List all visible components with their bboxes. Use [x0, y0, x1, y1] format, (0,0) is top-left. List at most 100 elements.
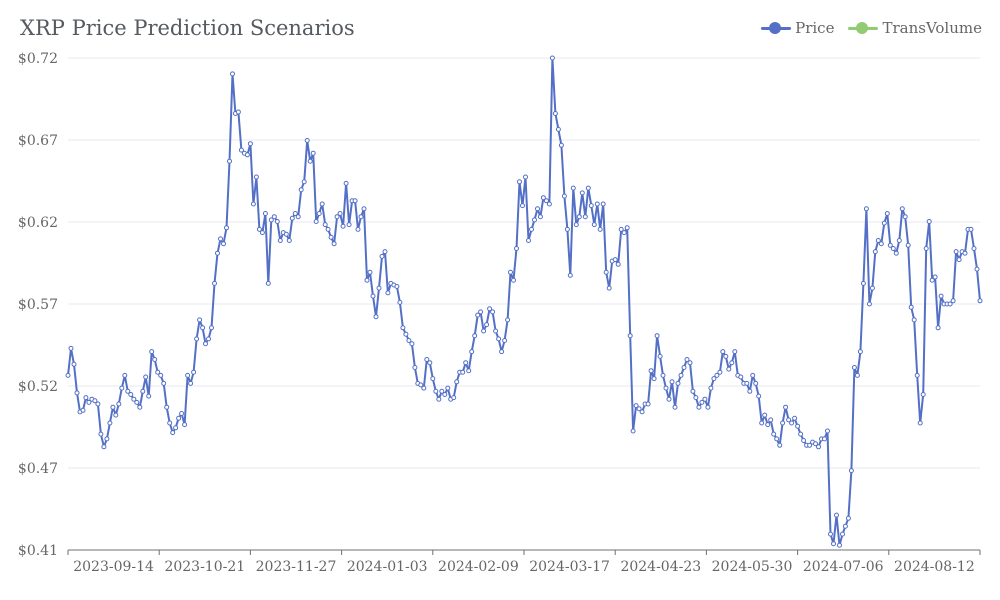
price-point[interactable] — [364, 277, 370, 283]
price-point[interactable] — [493, 328, 499, 334]
price-point[interactable] — [570, 185, 576, 191]
price-point[interactable] — [376, 285, 382, 291]
price-point[interactable] — [215, 250, 220, 256]
price-point[interactable] — [253, 174, 259, 180]
price-point[interactable] — [576, 214, 582, 220]
price-point[interactable] — [842, 523, 848, 529]
price-point[interactable] — [660, 372, 666, 378]
price-point[interactable] — [708, 385, 714, 391]
price-point[interactable] — [110, 404, 116, 410]
price-point[interactable] — [887, 242, 893, 248]
price-point[interactable] — [116, 401, 122, 407]
price-point[interactable] — [292, 211, 298, 216]
price-point[interactable] — [340, 223, 346, 229]
price-point[interactable] — [582, 214, 588, 220]
price-point[interactable] — [831, 541, 836, 547]
price-point[interactable] — [334, 214, 340, 220]
price-point[interactable] — [262, 211, 268, 216]
price-point[interactable] — [780, 420, 786, 426]
price-point[interactable] — [639, 409, 645, 415]
price-point[interactable] — [427, 360, 433, 366]
price-point[interactable] — [478, 309, 484, 315]
price-point[interactable] — [322, 222, 328, 228]
price-point[interactable] — [729, 360, 735, 366]
price-point[interactable] — [343, 180, 349, 186]
price-point[interactable] — [101, 444, 107, 450]
price-point[interactable] — [624, 225, 630, 231]
price-point[interactable] — [170, 430, 176, 436]
price-point[interactable] — [932, 274, 938, 280]
price-point[interactable] — [460, 369, 466, 375]
price-point[interactable] — [684, 357, 690, 362]
price-point[interactable] — [382, 249, 388, 255]
price-point[interactable] — [561, 193, 567, 199]
price-point[interactable] — [328, 234, 334, 240]
price-point[interactable] — [696, 404, 702, 410]
price-point[interactable] — [801, 438, 807, 443]
price-point[interactable] — [445, 385, 451, 391]
price-point[interactable] — [606, 285, 612, 291]
price-point[interactable] — [514, 246, 519, 251]
price-point[interactable] — [523, 174, 528, 180]
price-point[interactable] — [98, 431, 104, 437]
price-point[interactable] — [394, 284, 400, 289]
price-point[interactable] — [125, 388, 131, 394]
price-point[interactable] — [179, 411, 185, 416]
price-point[interactable] — [881, 220, 887, 226]
price-point[interactable] — [537, 214, 543, 220]
price-point[interactable] — [786, 417, 792, 423]
price-point[interactable] — [307, 158, 313, 164]
price-point[interactable] — [250, 201, 256, 207]
price-point[interactable] — [370, 293, 376, 299]
price-point[interactable] — [822, 436, 827, 442]
price-point[interactable] — [896, 238, 902, 243]
price-point[interactable] — [705, 404, 711, 410]
price-point[interactable] — [848, 468, 854, 474]
price-point[interactable] — [564, 226, 570, 232]
price-point[interactable] — [552, 111, 558, 116]
price-point[interactable] — [956, 257, 962, 263]
price-point[interactable] — [651, 376, 657, 382]
price-point[interactable] — [481, 328, 487, 334]
price-point[interactable] — [68, 345, 74, 351]
price-point[interactable] — [283, 231, 289, 237]
price-point[interactable] — [146, 393, 152, 399]
price-point[interactable] — [744, 380, 750, 386]
price-point[interactable] — [714, 372, 720, 378]
price-point[interactable] — [597, 226, 603, 232]
price-point[interactable] — [167, 420, 173, 426]
price-point[interactable] — [331, 241, 337, 247]
price-point[interactable] — [400, 325, 406, 331]
price-point[interactable] — [594, 201, 600, 207]
price-point[interactable] — [645, 401, 651, 407]
price-point[interactable] — [128, 392, 134, 397]
price-point[interactable] — [209, 325, 214, 331]
price-point[interactable] — [962, 250, 968, 256]
price-point[interactable] — [792, 415, 798, 421]
price-point[interactable] — [702, 396, 708, 402]
price-point[interactable] — [406, 338, 412, 343]
price-point[interactable] — [265, 280, 271, 286]
price-point[interactable] — [750, 372, 756, 378]
price-point[interactable] — [95, 401, 101, 407]
price-point[interactable] — [579, 190, 585, 196]
price-point[interactable] — [546, 201, 552, 207]
price-point[interactable] — [920, 392, 926, 397]
price-point[interactable] — [310, 150, 316, 156]
price-point[interactable] — [140, 388, 146, 394]
price-point[interactable] — [499, 349, 505, 355]
price-point[interactable] — [795, 423, 801, 429]
price-point[interactable] — [935, 325, 941, 331]
price-point[interactable] — [923, 246, 929, 251]
price-point[interactable] — [875, 238, 881, 243]
price-point[interactable] — [268, 217, 274, 223]
price-point[interactable] — [558, 142, 564, 148]
price-point[interactable] — [194, 336, 200, 342]
price-point[interactable] — [487, 306, 493, 312]
price-point[interactable] — [914, 372, 920, 378]
price-point[interactable] — [968, 226, 974, 232]
price-point[interactable] — [65, 372, 71, 378]
price-point[interactable] — [711, 376, 717, 382]
price-point[interactable] — [699, 399, 705, 405]
price-point[interactable] — [953, 249, 959, 255]
